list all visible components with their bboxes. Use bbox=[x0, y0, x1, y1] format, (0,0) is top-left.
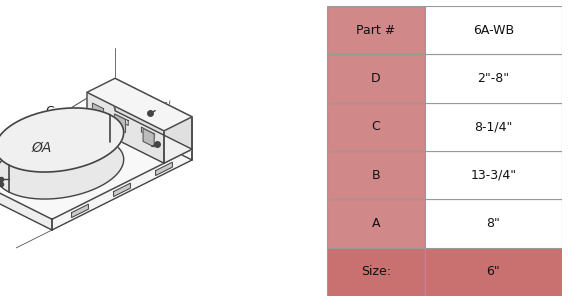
Text: D: D bbox=[109, 113, 119, 126]
Bar bbox=[327, 199, 425, 248]
Polygon shape bbox=[0, 108, 124, 172]
Bar bbox=[425, 54, 562, 103]
Polygon shape bbox=[87, 92, 164, 163]
Text: B: B bbox=[372, 169, 380, 182]
Bar bbox=[425, 248, 562, 296]
Polygon shape bbox=[115, 114, 128, 125]
Bar bbox=[327, 103, 425, 151]
Polygon shape bbox=[0, 111, 192, 219]
Polygon shape bbox=[156, 162, 172, 175]
Bar bbox=[425, 151, 562, 199]
Text: 6A-WB: 6A-WB bbox=[473, 24, 514, 37]
Polygon shape bbox=[142, 127, 155, 139]
Bar bbox=[327, 6, 425, 54]
Bar bbox=[425, 103, 562, 151]
Polygon shape bbox=[164, 117, 192, 163]
Polygon shape bbox=[113, 183, 131, 197]
Polygon shape bbox=[115, 114, 125, 133]
Polygon shape bbox=[87, 78, 192, 131]
Text: C: C bbox=[46, 105, 54, 118]
Polygon shape bbox=[115, 78, 192, 149]
Polygon shape bbox=[0, 135, 124, 199]
Polygon shape bbox=[72, 204, 88, 217]
Text: A: A bbox=[372, 217, 380, 230]
Bar bbox=[425, 199, 562, 248]
Text: Size:: Size: bbox=[361, 265, 391, 278]
Text: C: C bbox=[371, 120, 380, 133]
Polygon shape bbox=[168, 140, 181, 152]
Bar bbox=[425, 6, 562, 54]
Bar bbox=[327, 54, 425, 103]
Bar bbox=[327, 248, 425, 296]
Text: ØA: ØA bbox=[32, 141, 52, 155]
Polygon shape bbox=[52, 149, 192, 230]
Polygon shape bbox=[0, 181, 52, 230]
Polygon shape bbox=[92, 103, 104, 122]
Text: 6": 6" bbox=[486, 265, 500, 278]
Text: 2"-8": 2"-8" bbox=[477, 72, 509, 85]
Bar bbox=[327, 151, 425, 199]
Text: 8": 8" bbox=[486, 217, 500, 230]
Text: D: D bbox=[371, 72, 380, 85]
Polygon shape bbox=[0, 111, 115, 191]
Polygon shape bbox=[143, 128, 154, 147]
Text: 13-3/4": 13-3/4" bbox=[470, 169, 516, 182]
Text: Part #: Part # bbox=[356, 24, 395, 37]
Text: 8-1/4": 8-1/4" bbox=[474, 120, 513, 133]
Polygon shape bbox=[115, 111, 192, 160]
